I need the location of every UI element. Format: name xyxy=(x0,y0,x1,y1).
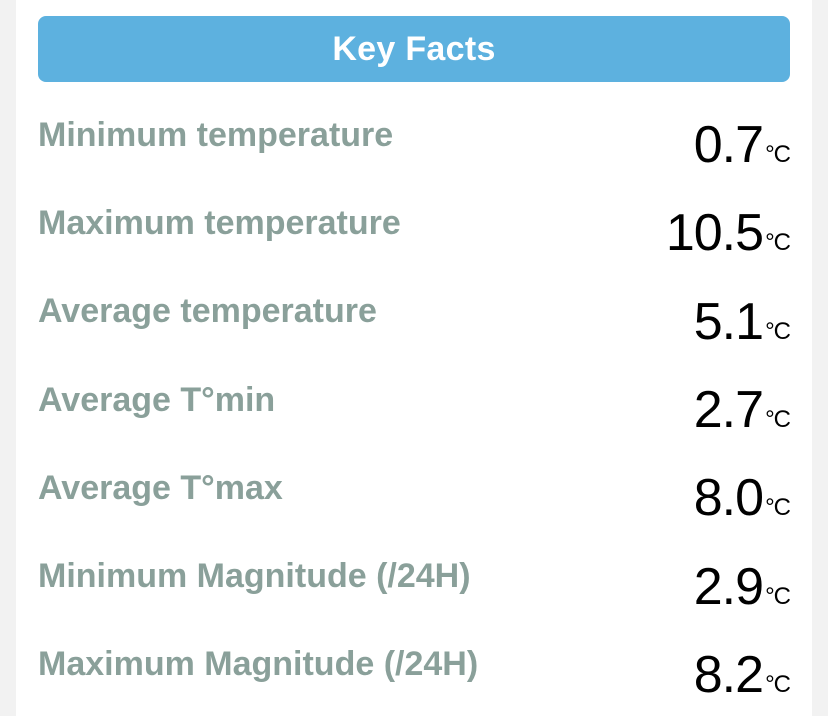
fact-label: Average T°min xyxy=(38,380,276,419)
fact-row-maximum-magnitude: Maximum Magnitude (/24H) 8.2 °C xyxy=(38,622,791,710)
fact-label: Average temperature xyxy=(38,292,377,331)
fact-value: 2.7 °C xyxy=(693,380,791,440)
fact-label: Minimum temperature xyxy=(38,115,394,154)
fact-value-unit: °C xyxy=(765,229,791,257)
fact-label: Maximum temperature xyxy=(38,203,401,242)
fact-value-number: 10.5 xyxy=(665,204,764,263)
fact-value-unit: °C xyxy=(765,670,791,698)
fact-value-unit: °C xyxy=(765,582,791,610)
fact-value: 2.9 °C xyxy=(693,557,791,617)
fact-value: 8.2 °C xyxy=(693,645,791,705)
fact-row-average-tmin: Average T°min 2.7 °C xyxy=(38,357,791,445)
fact-row-average-temperature: Average temperature 5.1 °C xyxy=(38,269,791,357)
fact-row-minimum-temperature: Minimum temperature 0.7 °C xyxy=(38,92,791,180)
fact-value-unit: °C xyxy=(765,406,791,434)
key-facts-header: Key Facts xyxy=(38,16,790,82)
fact-value-number: 5.1 xyxy=(693,292,764,351)
fact-value-number: 8.2 xyxy=(693,645,764,704)
key-facts-title: Key Facts xyxy=(332,29,496,68)
fact-value-unit: °C xyxy=(765,317,791,345)
fact-value: 0.7 °C xyxy=(693,115,791,175)
fact-value-unit: °C xyxy=(765,141,791,169)
fact-label: Minimum Magnitude (/24H) xyxy=(38,557,471,596)
key-facts-list: Minimum temperature 0.7 °C Maximum tempe… xyxy=(38,92,791,710)
fact-value: 10.5 °C xyxy=(665,203,791,263)
fact-row-average-tmax: Average T°max 8.0 °C xyxy=(38,445,791,533)
fact-value: 5.1 °C xyxy=(693,292,791,352)
fact-value-unit: °C xyxy=(765,494,791,522)
fact-value-number: 8.0 xyxy=(693,469,764,528)
fact-value-number: 2.9 xyxy=(693,557,764,616)
fact-label: Maximum Magnitude (/24H) xyxy=(38,645,479,684)
fact-label: Average T°max xyxy=(38,468,283,507)
fact-value-number: 2.7 xyxy=(693,381,764,440)
key-facts-card: Key Facts Minimum temperature 0.7 °C Max… xyxy=(16,0,812,716)
fact-row-maximum-temperature: Maximum temperature 10.5 °C xyxy=(38,180,791,268)
fact-row-minimum-magnitude: Minimum Magnitude (/24H) 2.9 °C xyxy=(38,533,791,621)
fact-value: 8.0 °C xyxy=(693,468,791,528)
fact-value-number: 0.7 xyxy=(693,116,764,175)
